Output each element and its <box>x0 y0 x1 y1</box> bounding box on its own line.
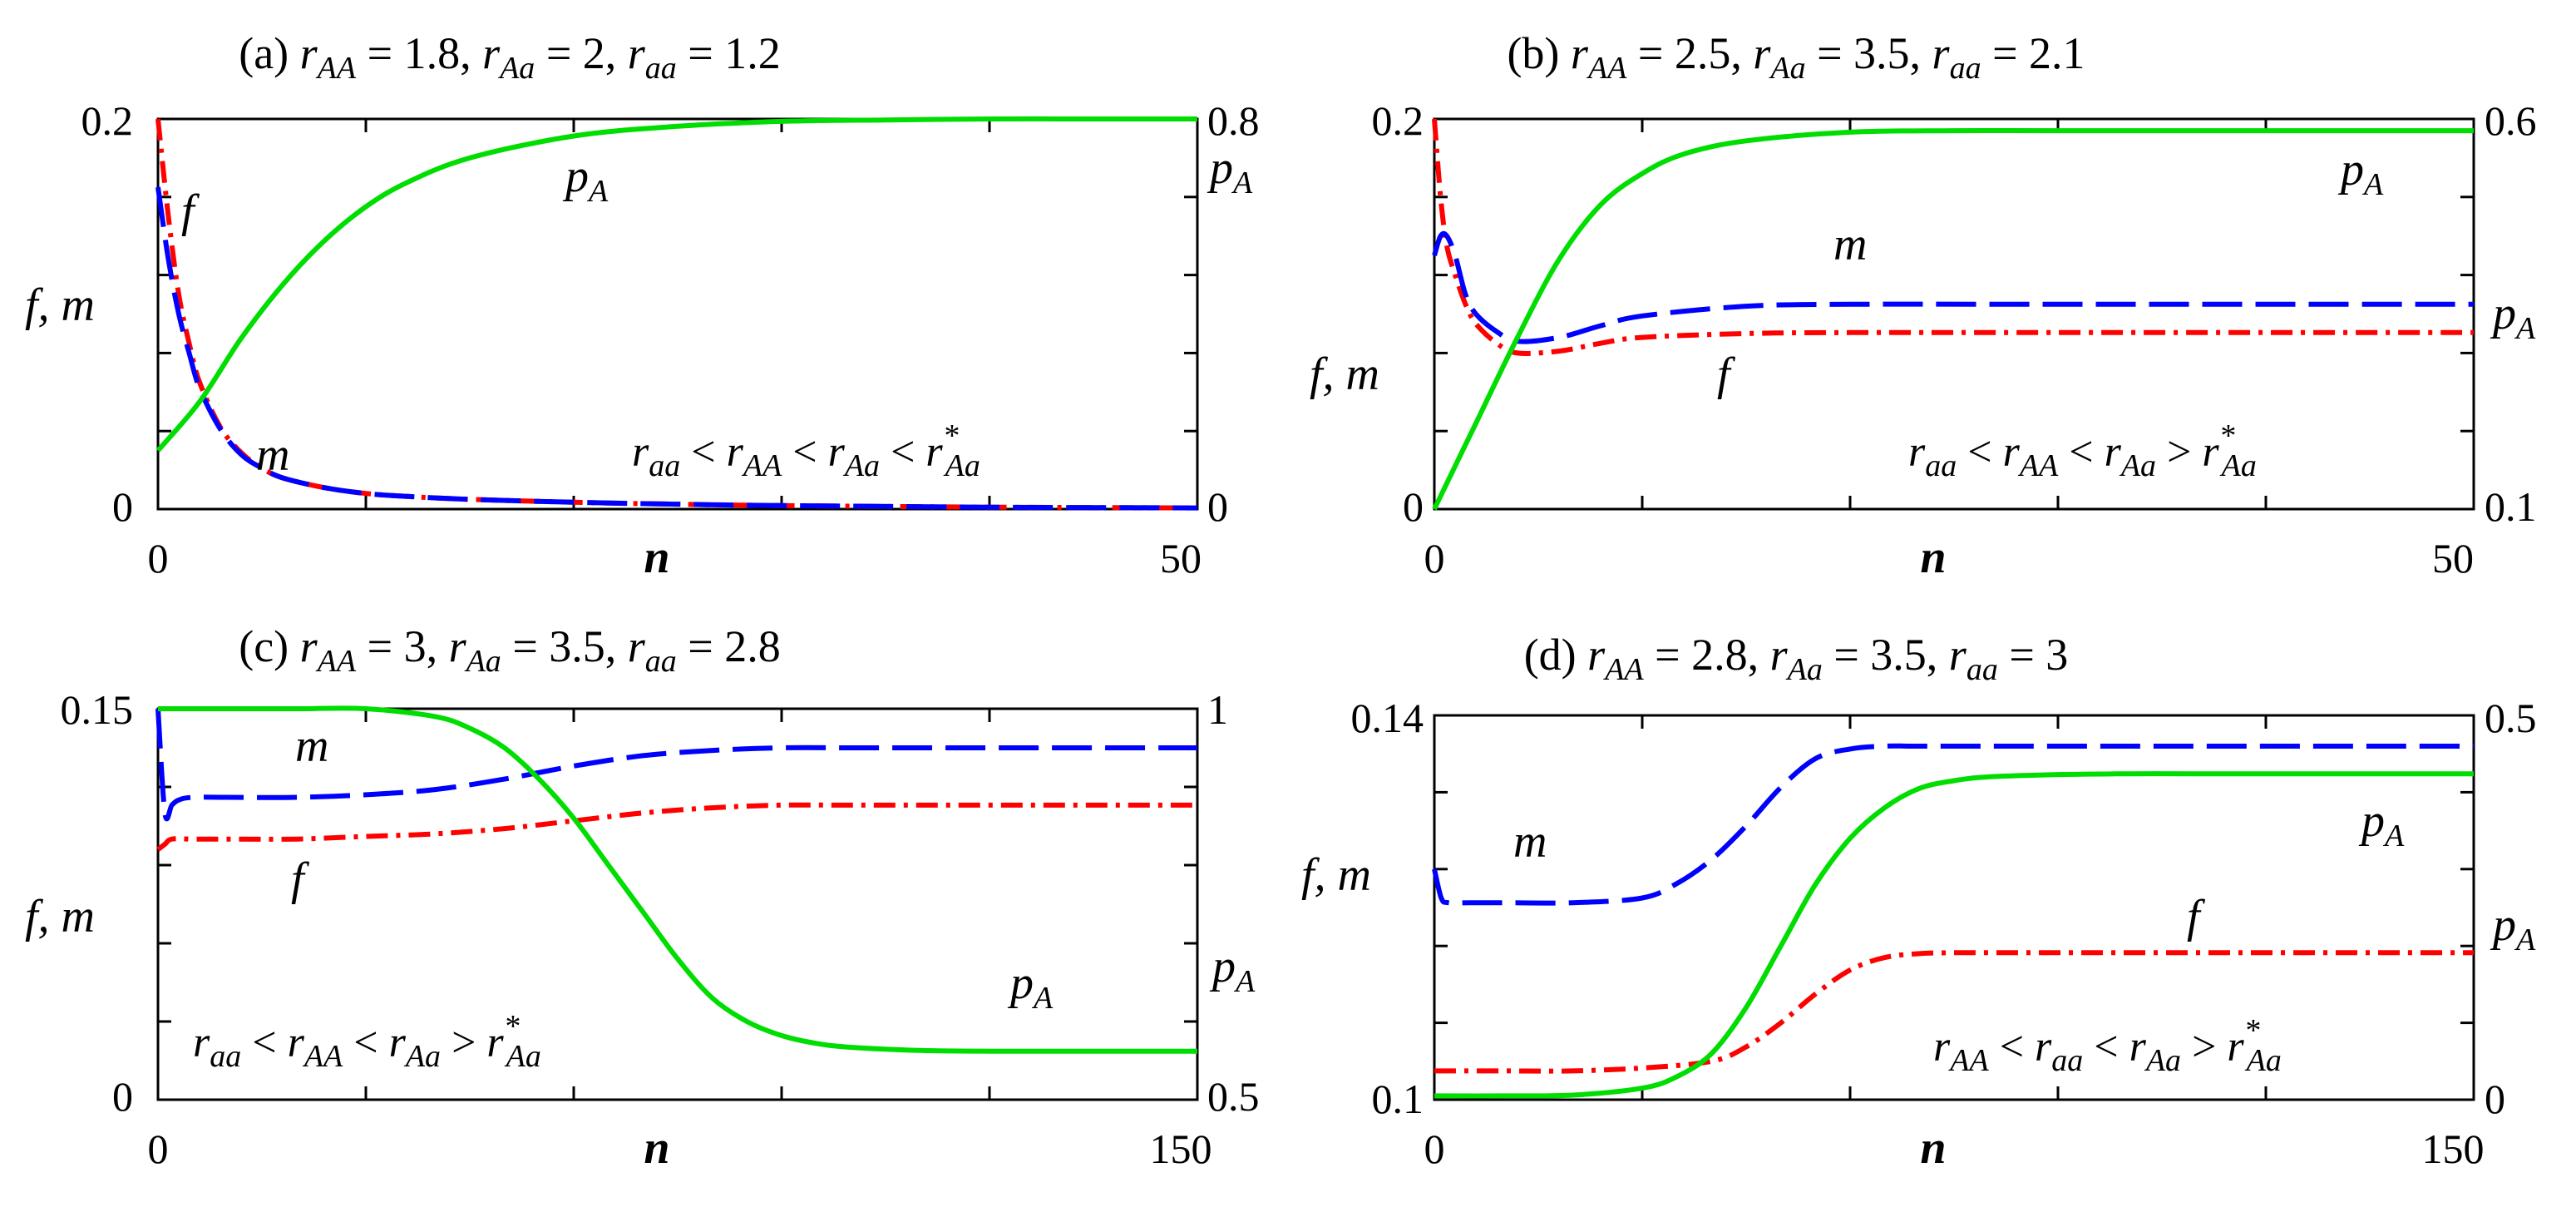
panel-d-y-tick-bottom: 0.1 <box>1372 1076 1424 1122</box>
panel-c-f-label: f <box>291 853 310 905</box>
panel-d-pA-label: pA <box>2358 795 2405 853</box>
panel-b-x-label: n <box>1920 532 1946 583</box>
panel-b: (b) rAA = 2.5, rAa = 3.5, raa = 2.1 0.2 … <box>1310 28 2537 583</box>
panel-c-x-tick-right: 150 <box>1150 1125 1212 1172</box>
panel-d-title: (d) rAA = 2.8, rAa = 3.5, raa = 3 <box>1524 630 2069 687</box>
panel-b-y2-tick-top: 0.6 <box>2485 97 2537 144</box>
panel-b-y-tick-bottom: 0 <box>1403 483 1424 530</box>
panel-a-y2-tick-bottom: 0 <box>1207 483 1228 530</box>
panel-a-y2-label: pA <box>1207 142 1253 200</box>
panel-b-title: (b) rAA = 2.5, rAa = 3.5, raa = 2.1 <box>1507 28 2085 86</box>
panel-d-frame <box>1433 714 2475 1101</box>
panel-a-axes <box>156 117 1199 511</box>
panel-d-x-label: n <box>1920 1122 1946 1174</box>
panel-c-frame <box>156 707 1199 1101</box>
panel-b-y2-tick-bottom: 0.1 <box>2485 483 2537 530</box>
panel-d-series-pa <box>1434 771 2474 1099</box>
panel-c-title: (c) rAA = 3, rAa = 3.5, raa = 2.8 <box>239 621 781 679</box>
panel-c-y-tick-bottom: 0 <box>112 1073 133 1120</box>
panel-a-x-tick-right: 50 <box>1160 535 1202 581</box>
panel-b-series <box>1432 118 2474 511</box>
panel-a-y-tick-top: 0.2 <box>81 97 134 144</box>
panel-a-condition: raa < rAA < rAa < r* Aa <box>632 418 980 483</box>
panel-c-m-label: m <box>295 720 328 772</box>
panel-d-x-tick-right: 150 <box>2422 1125 2485 1172</box>
panel-d-y-tick-top: 0.14 <box>1351 695 1424 741</box>
panel-b-x-tick-right: 50 <box>2432 535 2474 581</box>
panel-d-series-f <box>1434 950 2474 1074</box>
panel-b-axes <box>1433 117 2475 511</box>
panel-b-x-tick-left: 0 <box>1424 535 1445 581</box>
panel-a-f-label: f <box>181 186 200 237</box>
panel-d-series <box>1432 743 2474 1099</box>
panel-d-y2-label: pA <box>2490 899 2536 957</box>
panel-b-series-m <box>1432 230 2474 344</box>
panel-c-y-label: f, m <box>25 891 95 942</box>
panel-b-m-label: m <box>1833 219 1867 270</box>
panel-c-y2-tick-top: 1 <box>1207 686 1228 733</box>
panel-a-pA-label: pA <box>562 151 609 209</box>
panel-c-y2-label: pA <box>1209 941 1256 999</box>
panel-c-y2-tick-bottom: 0.5 <box>1207 1073 1260 1120</box>
panel-c-condition: raa < rAA < rAa > r* Aa <box>193 1009 541 1074</box>
panel-b-y-label: f, m <box>1310 349 1379 400</box>
panel-d-f-label: f <box>2187 891 2206 942</box>
panel-a-title: (a) rAA = 1.8, rAa = 2, raa = 1.2 <box>239 28 781 86</box>
panel-c-series-f <box>156 802 1197 852</box>
panel-d-series-m <box>1432 743 2474 906</box>
panel-c-pA-label: pA <box>1007 957 1054 1016</box>
panel-d-y-label: f, m <box>1301 849 1371 901</box>
panel-c-axes <box>156 707 1199 1101</box>
panel-a-x-label: n <box>644 532 669 583</box>
panel-d-axes <box>1433 714 2475 1101</box>
panel-b-f-label: f <box>1717 349 1736 400</box>
panel-a-y-label: f, m <box>25 279 95 331</box>
panel-d-x-tick-left: 0 <box>1424 1125 1445 1172</box>
panel-a-y-tick-bottom: 0 <box>112 483 133 530</box>
panel-c-series-m <box>155 708 1197 822</box>
panel-c: (c) rAA = 3, rAa = 3.5, raa = 2.8 0.15 0… <box>25 621 1260 1174</box>
panel-a-y2-tick-top: 0.8 <box>1207 97 1260 144</box>
panel-c-series <box>155 705 1198 1054</box>
panel-d-y2-tick-bottom: 0 <box>2485 1076 2505 1122</box>
panel-d-m-label: m <box>1513 816 1547 868</box>
panel-a: (a) rAA = 1.8, rAa = 2, raa = 1.2 0.2 0 … <box>25 28 1260 583</box>
panel-d: (d) rAA = 2.8, rAa = 3.5, raa = 3 0.14 0… <box>1301 630 2537 1174</box>
panel-d-y2-tick-top: 0.5 <box>2485 695 2537 741</box>
panel-b-condition: raa < rAA < rAa > r* Aa <box>1908 418 2257 483</box>
panel-a-frame <box>156 117 1199 511</box>
panel-b-pA-label: pA <box>2337 144 2384 202</box>
panel-b-y-tick-top: 0.2 <box>1372 97 1424 144</box>
panel-c-y-tick-top: 0.15 <box>61 686 134 733</box>
panel-a-series-m <box>155 186 1198 511</box>
panel-c-x-tick-left: 0 <box>148 1125 169 1172</box>
panel-a-series-pa <box>155 116 1197 453</box>
panel-c-x-label: n <box>644 1122 669 1174</box>
panel-b-series-f <box>1432 118 2474 356</box>
panel-a-m-label: m <box>256 429 289 481</box>
panel-a-x-tick-left: 0 <box>148 535 169 581</box>
panel-b-frame <box>1433 117 2475 511</box>
panel-b-series-pa <box>1432 127 2474 511</box>
panel-a-series <box>155 116 1198 511</box>
panel-c-series-pa <box>158 705 1198 1054</box>
panel-b-y2-label: pA <box>2490 288 2536 346</box>
panel-d-condition: rAA < raa < rAa > r* Aa <box>1933 1013 2282 1078</box>
